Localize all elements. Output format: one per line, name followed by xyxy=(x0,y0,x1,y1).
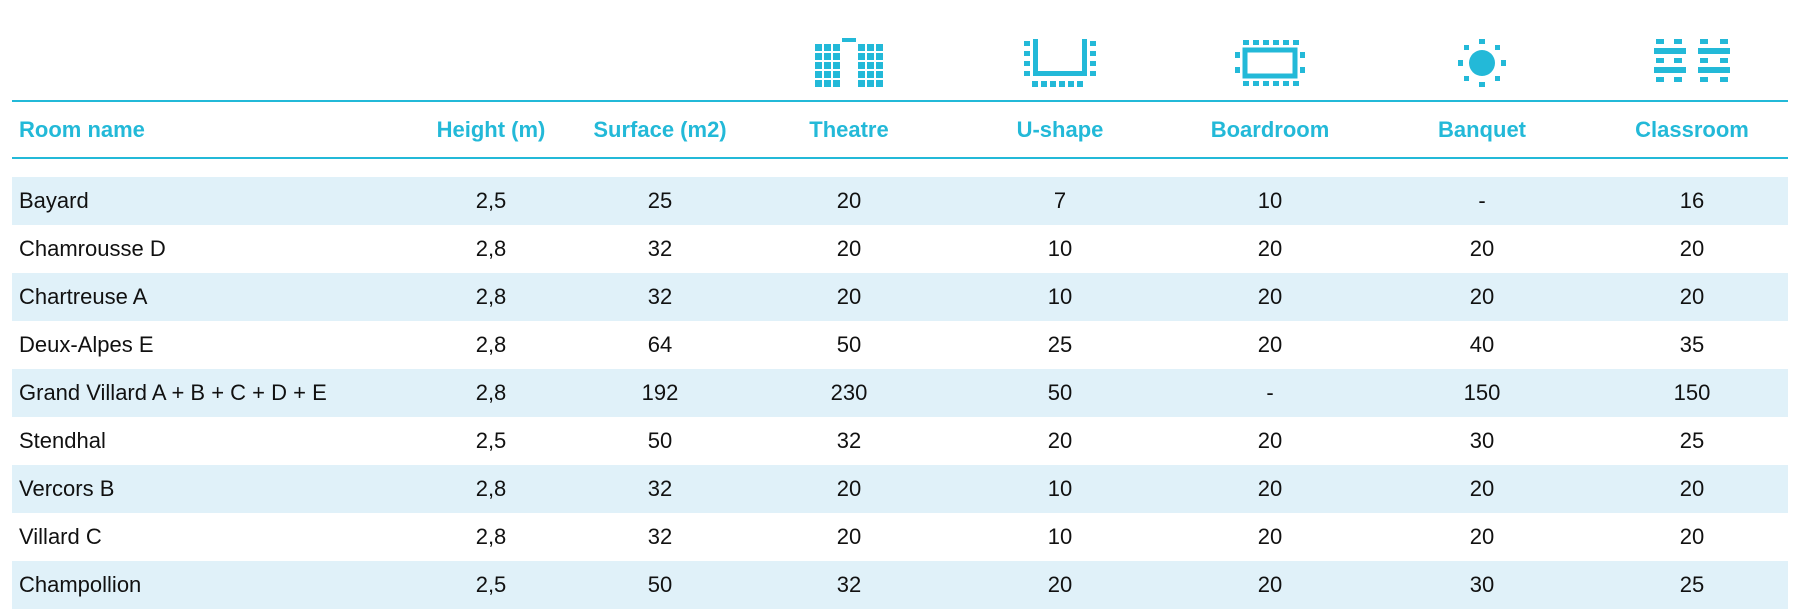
table-row: Chartreuse A 2,8 32 20 10 20 20 20 xyxy=(12,273,1788,321)
cell-classroom: 25 xyxy=(1679,428,1705,453)
cell-surface: 50 xyxy=(647,428,673,453)
cell-banquet: - xyxy=(1478,188,1486,213)
cell-height: 2,5 xyxy=(475,572,507,597)
cell-surface: 32 xyxy=(647,284,673,309)
cell-boardroom: 20 xyxy=(1257,524,1283,549)
cell-height: 2,8 xyxy=(475,476,507,501)
cell-u-shape: 10 xyxy=(1047,236,1073,261)
header-room-name: Room name xyxy=(19,117,145,142)
cell-u-shape: 50 xyxy=(1047,380,1073,405)
cell-height: 2,5 xyxy=(475,188,507,213)
cell-u-shape: 10 xyxy=(1047,284,1073,309)
cell-banquet: 30 xyxy=(1469,572,1495,597)
layout-icons-row xyxy=(12,30,1788,96)
cell-boardroom: 20 xyxy=(1257,428,1283,453)
cell-surface: 50 xyxy=(647,572,673,597)
cell-theatre: 230 xyxy=(830,380,868,405)
cell-height: 2,8 xyxy=(475,236,507,261)
cell-classroom: 16 xyxy=(1679,188,1705,213)
cell-boardroom: 20 xyxy=(1257,332,1283,357)
cell-room-name: Deux-Alpes E xyxy=(19,332,154,357)
cell-classroom: 150 xyxy=(1673,380,1711,405)
cell-u-shape: 10 xyxy=(1047,476,1073,501)
header-top-rule xyxy=(12,100,1788,102)
banquet-layout-icon xyxy=(1387,30,1577,96)
header-theatre: Theatre xyxy=(809,117,889,142)
cell-surface: 32 xyxy=(647,524,673,549)
cell-room-name: Vercors B xyxy=(19,476,115,501)
cell-boardroom: 20 xyxy=(1257,476,1283,501)
cell-u-shape: 20 xyxy=(1047,572,1073,597)
cell-boardroom: 10 xyxy=(1257,188,1283,213)
cell-height: 2,8 xyxy=(475,284,507,309)
cell-room-name: Bayard xyxy=(19,188,89,213)
classroom-layout-icon xyxy=(1597,30,1787,96)
cell-banquet: 20 xyxy=(1469,236,1495,261)
cell-banquet: 20 xyxy=(1469,524,1495,549)
theatre-layout-icon xyxy=(754,30,944,96)
header-boardroom: Boardroom xyxy=(1210,117,1330,142)
table-body: Bayard 2,5 25 20 7 10 - 16 Chamrousse D … xyxy=(12,177,1788,609)
cell-room-name: Villard C xyxy=(19,524,102,549)
header-banquet: Banquet xyxy=(1438,117,1526,142)
cell-room-name: Chamrousse D xyxy=(19,236,166,261)
cell-theatre: 20 xyxy=(836,236,862,261)
cell-banquet: 20 xyxy=(1469,476,1495,501)
header-surface: Surface (m2) xyxy=(593,117,727,142)
boardroom-layout-icon xyxy=(1175,30,1365,96)
cell-room-name: Stendhal xyxy=(19,428,106,453)
cell-classroom: 35 xyxy=(1679,332,1705,357)
cell-u-shape: 10 xyxy=(1047,524,1073,549)
cell-surface: 64 xyxy=(647,332,673,357)
cell-room-name: Chartreuse A xyxy=(19,284,148,309)
cell-height: 2,5 xyxy=(475,428,507,453)
cell-boardroom: 20 xyxy=(1257,284,1283,309)
table-row: Vercors B 2,8 32 20 10 20 20 20 xyxy=(12,465,1788,513)
cell-theatre: 32 xyxy=(836,428,862,453)
cell-classroom: 20 xyxy=(1679,524,1705,549)
cell-boardroom: 20 xyxy=(1257,572,1283,597)
table-row: Bayard 2,5 25 20 7 10 - 16 xyxy=(12,177,1788,225)
table-row: Deux-Alpes E 2,8 64 50 25 20 40 35 xyxy=(12,321,1788,369)
cell-boardroom: 20 xyxy=(1257,236,1283,261)
cell-u-shape: 20 xyxy=(1047,428,1073,453)
cell-theatre: 20 xyxy=(836,524,862,549)
cell-height: 2,8 xyxy=(475,380,507,405)
header-u-shape: U-shape xyxy=(1016,117,1104,142)
table-row: Grand Villard A + B + C + D + E 2,8 192 … xyxy=(12,369,1788,417)
table-row: Villard C 2,8 32 20 10 20 20 20 xyxy=(12,513,1788,561)
header-bottom-rule xyxy=(12,157,1788,159)
cell-banquet: 40 xyxy=(1469,332,1495,357)
cell-banquet: 20 xyxy=(1469,284,1495,309)
table-row: Stendhal 2,5 50 32 20 20 30 25 xyxy=(12,417,1788,465)
cell-theatre: 20 xyxy=(836,476,862,501)
cell-height: 2,8 xyxy=(475,332,507,357)
cell-surface: 192 xyxy=(641,380,679,405)
cell-classroom: 20 xyxy=(1679,236,1705,261)
cell-classroom: 25 xyxy=(1679,572,1705,597)
cell-theatre: 20 xyxy=(836,284,862,309)
header-classroom: Classroom xyxy=(1635,117,1749,142)
table-row: Chamrousse D 2,8 32 20 10 20 20 20 xyxy=(12,225,1788,273)
cell-theatre: 20 xyxy=(836,188,862,213)
cell-room-name: Grand Villard A + B + C + D + E xyxy=(19,380,327,405)
cell-surface: 25 xyxy=(647,188,673,213)
cell-u-shape: 7 xyxy=(1053,188,1067,213)
cell-surface: 32 xyxy=(647,236,673,261)
cell-theatre: 32 xyxy=(836,572,862,597)
cell-u-shape: 25 xyxy=(1047,332,1073,357)
cell-height: 2,8 xyxy=(475,524,507,549)
header-height: Height (m) xyxy=(436,117,546,142)
u-shape-layout-icon xyxy=(965,30,1155,96)
cell-boardroom: - xyxy=(1266,380,1274,405)
cell-banquet: 150 xyxy=(1463,380,1501,405)
cell-classroom: 20 xyxy=(1679,284,1705,309)
cell-classroom: 20 xyxy=(1679,476,1705,501)
cell-room-name: Champollion xyxy=(19,572,142,597)
table-row: Champollion 2,5 50 32 20 20 30 25 xyxy=(12,561,1788,609)
cell-theatre: 50 xyxy=(836,332,862,357)
cell-surface: 32 xyxy=(647,476,673,501)
cell-banquet: 30 xyxy=(1469,428,1495,453)
table-header: Room name Height (m) Surface (m2) Theatr… xyxy=(12,104,1788,156)
